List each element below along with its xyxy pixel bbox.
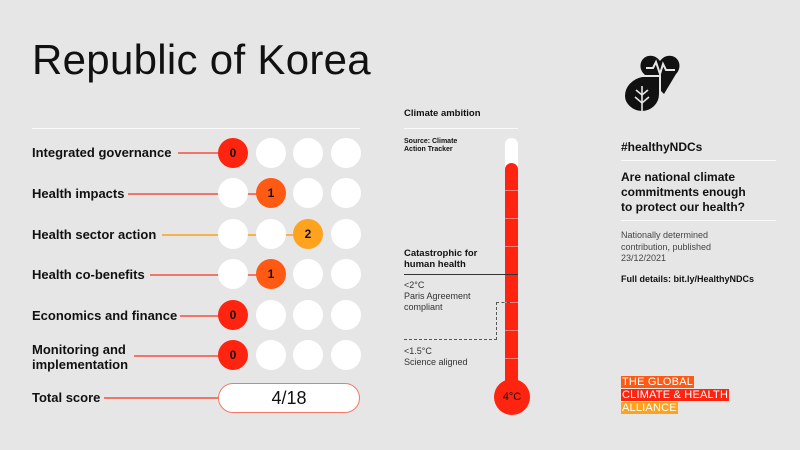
page-title: Republic of Korea [32,36,371,83]
source-line: Source: Climate [404,138,458,145]
score-dot-empty [293,178,323,208]
thermometer-bulb: 4°C [494,379,530,415]
leader-line [150,274,258,276]
row-label: Economics and finance [32,308,178,323]
scorecard-divider [32,128,360,129]
gcha-logo: THE GLOBAL CLIMATE & HEALTH ALLIANCE [621,375,730,414]
score-dot-empty [218,178,248,208]
score-dot-filled: 0 [218,340,248,370]
score-dot-empty [256,340,286,370]
score-dot-filled: 1 [256,178,286,208]
score-dot-empty [256,300,286,330]
sidebar-divider [621,160,776,161]
heart-tree-droplet-icon [622,55,680,114]
score-dot-empty [218,219,248,249]
row-label: Monitoring and implementation [32,342,128,372]
score-dot-empty [218,259,248,289]
score-dot-empty [331,259,361,289]
row-label: Integrated governance [32,145,172,160]
thermometer-tube-empty [505,138,518,168]
paris-line: Paris Agreement [404,291,471,301]
score-dot-empty [331,219,361,249]
score-dot-filled: 0 [218,300,248,330]
ndc-line: Nationally determined [621,230,709,240]
logo-line: CLIMATE & HEALTH [621,389,730,401]
question-line: commitments enough [621,185,746,199]
source-line: Action Tracker [404,146,453,153]
thermometer-tick [505,246,518,247]
score-dot-empty [293,340,323,370]
score-dot-empty [331,138,361,168]
thermometer-tick [505,218,518,219]
row-label-line: implementation [32,357,129,372]
catastrophic-line: Catastrophic for [404,248,478,259]
ndc-publication-info: Nationally determined contribution, publ… [621,230,711,265]
question-line: to protect our health? [621,200,745,214]
leader-line [128,193,258,195]
leader-line [180,315,222,317]
ndc-line: contribution, published [621,241,712,252]
score-dot-filled: 2 [293,219,323,249]
hashtag: #healthyNDCs [621,140,703,154]
paris-dashed-connector [496,302,510,340]
leader-line [178,152,222,154]
science-dashed-line [404,339,497,340]
row-label: Health sector action [32,227,157,242]
question-line: Are national climate [621,170,736,184]
total-score-value: 4/18 [218,383,360,413]
score-dot-filled: 0 [218,138,248,168]
score-dot-empty [256,219,286,249]
thermometer-tick [505,302,518,303]
catastrophic-line: human health [404,259,466,270]
score-dot-empty [293,300,323,330]
catastrophic-threshold-line [404,274,518,275]
logo-line: ALLIANCE [621,402,678,414]
score-dot-empty [293,259,323,289]
sidebar-question: Are national climate commitments enough … [621,170,746,215]
thermometer-divider [404,128,518,129]
paris-label: <2°C Paris Agreement compliant [404,280,471,313]
score-dot-empty [331,340,361,370]
thermometer-tick [505,330,518,331]
paris-line: compliant [404,302,443,312]
thermometer-tick [505,358,518,359]
science-line: Science aligned [404,357,468,367]
score-dot-empty [256,138,286,168]
thermometer-heading: Climate ambition [404,108,481,119]
thermometer-tube-fill [505,163,518,389]
source-note: Source: Climate Action Tracker [404,138,457,154]
score-dot-filled: 1 [256,259,286,289]
row-label: Health impacts [32,186,125,201]
thermometer-tick [505,190,518,191]
score-dot-empty [331,178,361,208]
score-dot-empty [293,138,323,168]
logo-line: THE GLOBAL [621,376,695,388]
leader-line [134,355,222,357]
catastrophic-label: Catastrophic for human health [404,248,477,270]
ndc-line: 23/12/2021 [621,253,667,263]
row-label: Health co-benefits [32,267,145,282]
full-details-link[interactable]: Full details: bit.ly/HealthyNDCs [621,274,755,284]
row-label-line: Monitoring and [32,342,126,357]
sidebar-divider [621,220,776,221]
science-label: <1.5°C Science aligned [404,346,468,368]
score-dot-empty [331,300,361,330]
total-score-label: Total score [32,390,101,405]
science-line: <1.5°C [404,346,432,356]
paris-line: <2°C [404,280,425,290]
leader-line [104,397,220,399]
